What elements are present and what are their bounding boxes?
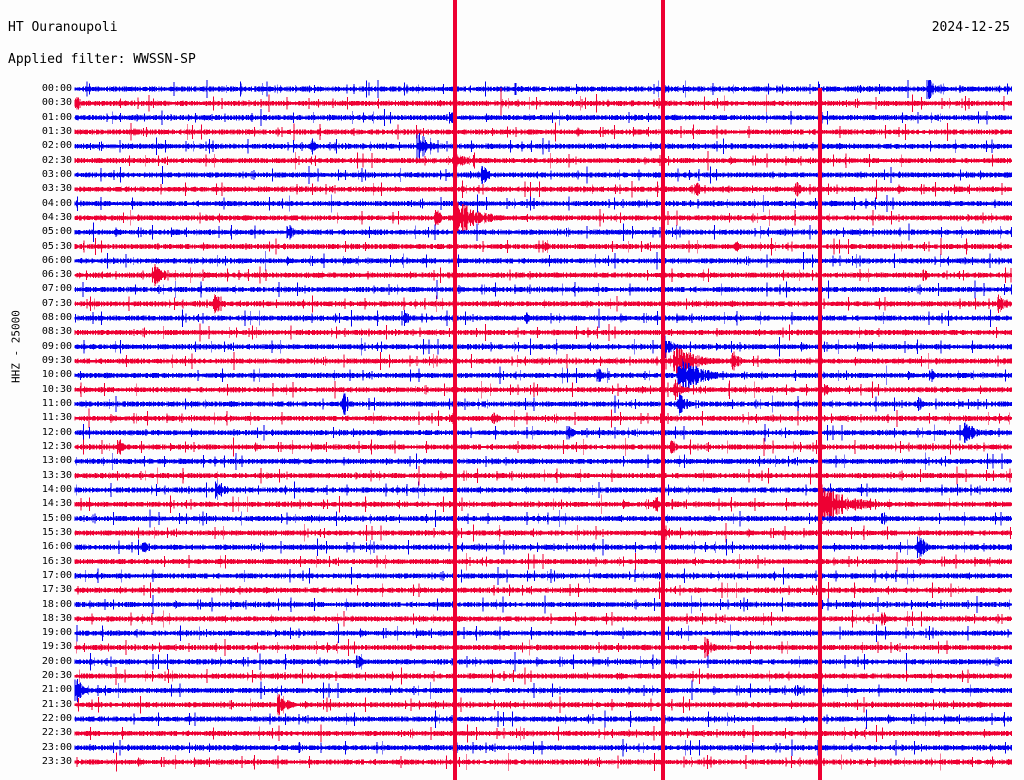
time-tick-0630: 06:30: [41, 269, 72, 281]
time-tick-0130: 01:30: [41, 125, 72, 137]
time-tick-1530: 15:30: [41, 526, 72, 538]
time-tick-1330: 13:30: [41, 469, 72, 481]
time-tick-2130: 21:30: [41, 698, 72, 710]
time-tick-0030: 00:30: [41, 97, 72, 109]
time-tick-0100: 01:00: [41, 111, 72, 123]
time-tick-0300: 03:00: [41, 168, 72, 180]
time-tick-0000: 00:00: [41, 83, 72, 94]
time-tick-1700: 17:00: [41, 569, 72, 581]
time-tick-2330: 23:30: [41, 756, 72, 768]
time-tick-1930: 19:30: [41, 641, 72, 653]
time-tick-1830: 18:30: [41, 612, 72, 624]
time-tick-0230: 02:30: [41, 154, 72, 166]
time-tick-1300: 13:00: [41, 455, 72, 467]
time-tick-2100: 21:00: [41, 684, 72, 696]
time-tick-1200: 12:00: [41, 426, 72, 438]
time-tick-2230: 22:30: [41, 727, 72, 739]
time-tick-0430: 04:30: [41, 211, 72, 223]
record-date: 2024-12-25: [931, 20, 1010, 35]
time-tick-1600: 16:00: [41, 541, 72, 553]
time-tick-1030: 10:30: [41, 383, 72, 395]
time-tick-0330: 03:30: [41, 183, 72, 195]
time-tick-1400: 14:00: [41, 483, 72, 495]
time-tick-0700: 07:00: [41, 283, 72, 295]
time-tick-2000: 20:00: [41, 655, 72, 667]
time-tick-0900: 09:00: [41, 340, 72, 352]
seismogram-traces: [74, 80, 1013, 772]
time-tick-0830: 08:30: [41, 326, 72, 338]
time-tick-1500: 15:00: [41, 512, 72, 524]
time-tick-1430: 14:30: [41, 498, 72, 510]
time-tick-0800: 08:00: [41, 312, 72, 324]
time-tick-1630: 16:30: [41, 555, 72, 567]
time-tick-0730: 07:30: [41, 297, 72, 309]
time-tick-0600: 06:00: [41, 254, 72, 266]
station-title: HT Ouranoupoli: [8, 20, 118, 35]
time-tick-0930: 09:30: [41, 355, 72, 367]
time-tick-1130: 11:30: [41, 412, 72, 424]
time-tick-1230: 12:30: [41, 441, 72, 452]
time-tick-0530: 05:30: [41, 240, 72, 252]
time-tick-0500: 05:00: [41, 226, 72, 238]
time-tick-1100: 11:00: [41, 398, 72, 410]
time-tick-2030: 20:30: [41, 670, 72, 682]
time-tick-2200: 22:00: [41, 713, 72, 725]
time-tick-2300: 23:00: [41, 741, 72, 753]
helicorder-plot: 00:00 00:30 01:00 01:30 02:00 02:30 03:00 03:30…: [0, 80, 1024, 780]
applied-filter-label: Applied filter: WWSSN-SP: [8, 52, 196, 67]
time-tick-1900: 19:00: [41, 627, 72, 639]
time-tick-1730: 17:30: [41, 584, 72, 596]
time-tick-1800: 18:00: [41, 598, 72, 610]
time-tick-0200: 02:00: [41, 140, 72, 152]
time-tick-1000: 10:00: [41, 369, 72, 381]
time-tick-0400: 04:00: [41, 197, 72, 209]
